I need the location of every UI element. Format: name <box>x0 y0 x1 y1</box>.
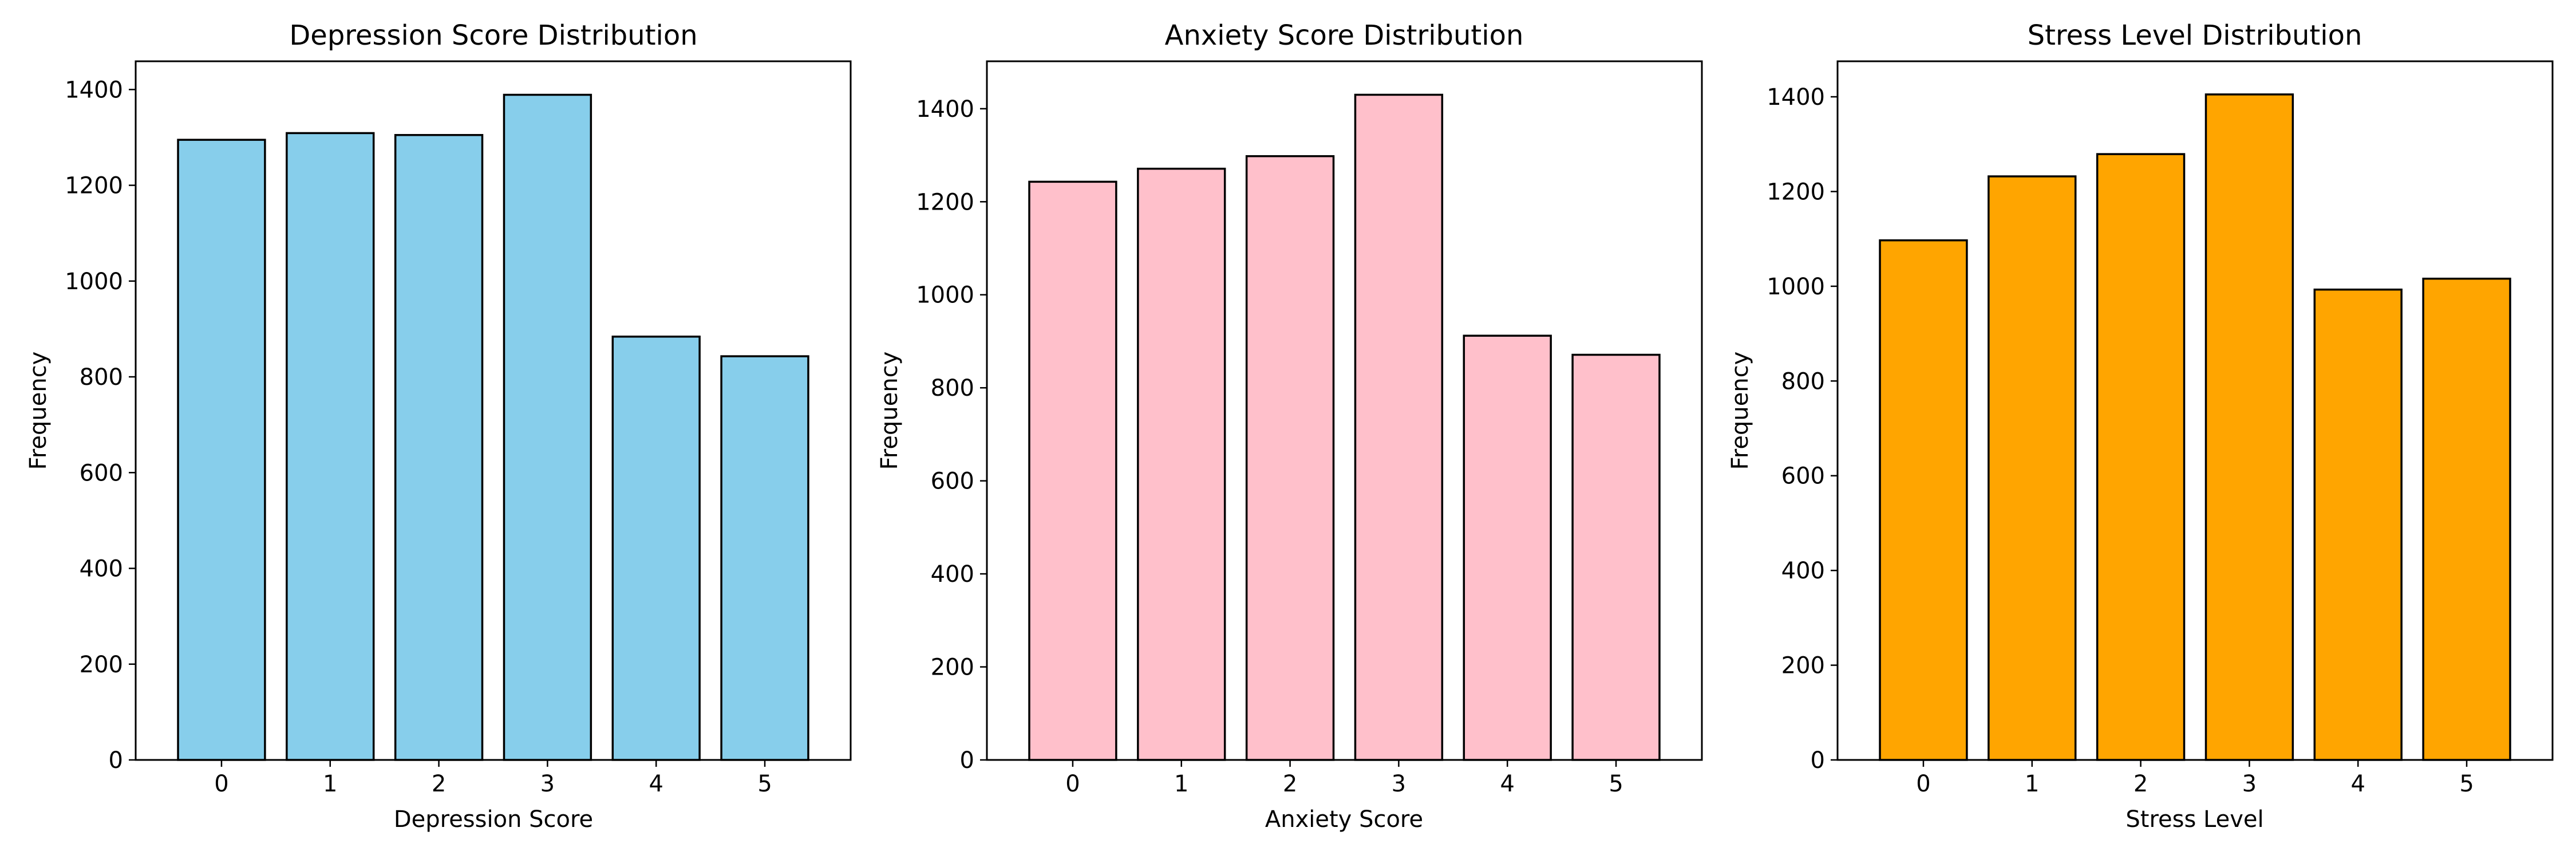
y-tick-label: 0 <box>109 747 123 774</box>
bar-5 <box>720 355 809 761</box>
bars-group <box>1028 93 1661 761</box>
plot-frame <box>135 60 852 761</box>
bar-5 <box>1571 353 1661 761</box>
bar-3 <box>1354 93 1444 761</box>
x-ticks-group: 0 1 2 3 4 5 <box>214 760 772 797</box>
y-tick-label: 1000 <box>1767 274 1825 300</box>
bars-group <box>1879 93 2511 761</box>
x-ticks-group: 0 1 2 3 4 5 <box>1916 760 2474 797</box>
bars-group <box>177 93 809 761</box>
bar-4 <box>2313 288 2403 761</box>
plot-frame <box>986 60 1703 761</box>
y-tick-label: 600 <box>931 468 974 495</box>
x-tick-label: 4 <box>1500 771 1515 797</box>
bar-2 <box>394 134 484 761</box>
bar-0 <box>1879 239 1968 761</box>
chart-panel-depression: Depression Score Distribution 0 1 2 3 4 5 0 20… <box>25 19 852 833</box>
x-tick-label: 1 <box>323 771 337 797</box>
x-axis-label: Depression Score <box>394 806 593 833</box>
x-tick-label: 4 <box>2351 771 2365 797</box>
chart-panel-stress: Stress Level Distribution 0 1 2 3 4 5 0 200 400… <box>1727 19 2554 833</box>
x-tick-label: 0 <box>1916 771 1930 797</box>
x-tick-label: 0 <box>1065 771 1080 797</box>
y-tick-label: 1000 <box>916 282 974 309</box>
x-tick-label: 3 <box>540 771 555 797</box>
y-tick-label: 800 <box>931 375 974 401</box>
x-tick-label: 1 <box>2025 771 2039 797</box>
bar-4 <box>1463 334 1552 761</box>
y-tick-label: 400 <box>1781 558 1825 584</box>
bar-1 <box>1988 175 2077 761</box>
bar-0 <box>1028 180 1117 761</box>
bar-0 <box>177 139 266 761</box>
plot-frame <box>1836 60 2554 761</box>
bar-2 <box>2096 153 2186 761</box>
x-tick-label: 2 <box>1283 771 1297 797</box>
y-tick-label: 600 <box>80 460 123 486</box>
x-ticks-group: 0 1 2 3 4 5 <box>1065 760 1623 797</box>
y-axis-label: Frequency <box>876 352 903 470</box>
y-tick-label: 800 <box>80 364 123 391</box>
y-tick-label: 400 <box>931 561 974 588</box>
bar-4 <box>611 336 701 761</box>
y-axis-label: Frequency <box>25 352 52 470</box>
bar-2 <box>1245 155 1335 761</box>
x-tick-label: 4 <box>649 771 663 797</box>
chart-title: Depression Score Distribution <box>289 19 697 52</box>
chart-panel-anxiety: Anxiety Score Distribution 0 1 2 3 4 5 0 200 40… <box>876 19 1703 833</box>
y-tick-label: 200 <box>1781 653 1825 679</box>
x-tick-label: 5 <box>1609 771 1623 797</box>
y-tick-label: 600 <box>1781 463 1825 490</box>
y-tick-label: 400 <box>80 556 123 582</box>
y-tick-label: 200 <box>931 655 974 681</box>
y-tick-label: 1400 <box>1767 84 1825 111</box>
x-tick-label: 2 <box>2134 771 2148 797</box>
x-tick-label: 2 <box>432 771 446 797</box>
bar-3 <box>2204 93 2294 761</box>
y-tick-label: 1400 <box>916 96 974 123</box>
y-axis-label: Frequency <box>1727 352 1753 470</box>
x-tick-label: 5 <box>757 771 772 797</box>
y-ticks-group: 0 200 400 600 800 1000 1200 1400 <box>1767 84 1838 774</box>
bar-1 <box>1137 167 1226 761</box>
y-ticks-group: 0 200 400 600 800 1000 1200 1400 <box>916 96 987 774</box>
x-tick-label: 3 <box>2242 771 2257 797</box>
bar-5 <box>2422 277 2511 761</box>
y-tick-label: 1000 <box>65 269 123 295</box>
y-tick-label: 200 <box>80 652 123 678</box>
x-axis-label: Anxiety Score <box>1265 806 1423 833</box>
y-ticks-group: 0 200 400 600 800 1000 1200 1400 <box>65 77 136 774</box>
y-tick-label: 1400 <box>65 77 123 103</box>
x-tick-label: 5 <box>2459 771 2474 797</box>
chart-title: Anxiety Score Distribution <box>1165 19 1524 52</box>
x-axis-label: Stress Level <box>2125 806 2263 833</box>
chart-title: Stress Level Distribution <box>2028 19 2362 52</box>
y-tick-label: 0 <box>960 747 974 774</box>
y-tick-label: 1200 <box>916 189 974 215</box>
x-tick-label: 1 <box>1174 771 1188 797</box>
x-tick-label: 0 <box>214 771 228 797</box>
y-tick-label: 1200 <box>65 173 123 199</box>
y-tick-label: 800 <box>1781 368 1825 395</box>
x-tick-label: 3 <box>1392 771 1406 797</box>
bar-3 <box>503 93 592 761</box>
bar-1 <box>286 132 375 761</box>
y-tick-label: 1200 <box>1767 179 1825 205</box>
y-tick-label: 0 <box>1811 747 1825 774</box>
